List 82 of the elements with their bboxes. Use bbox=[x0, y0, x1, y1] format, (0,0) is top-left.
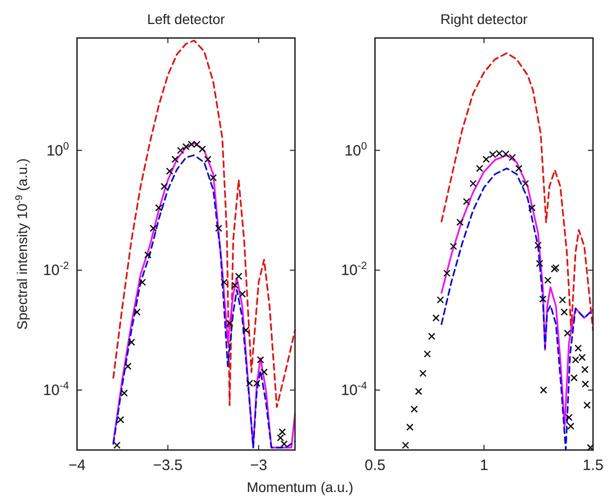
point bbox=[539, 295, 546, 303]
point bbox=[220, 278, 228, 286]
chart-title: Right detector bbox=[440, 11, 528, 27]
point bbox=[574, 344, 582, 352]
point bbox=[581, 366, 589, 374]
point bbox=[528, 204, 536, 212]
point bbox=[462, 198, 470, 206]
x-tick-label: 0.5 bbox=[364, 457, 386, 474]
point bbox=[150, 224, 157, 232]
point bbox=[215, 224, 222, 232]
point bbox=[540, 386, 548, 394]
point bbox=[570, 374, 578, 382]
point bbox=[470, 180, 477, 188]
x-axis-title: Momentum (a.u.) bbox=[246, 479, 354, 495]
point bbox=[432, 314, 440, 322]
point bbox=[476, 164, 484, 172]
point bbox=[226, 320, 234, 327]
point bbox=[120, 390, 128, 397]
point bbox=[582, 380, 589, 388]
point bbox=[564, 330, 572, 337]
y-tick-label: 10$^{-2}$ bbox=[42, 260, 70, 280]
x-tick-label: 1 bbox=[480, 457, 488, 474]
point bbox=[242, 326, 250, 334]
point bbox=[410, 406, 418, 413]
point bbox=[238, 290, 246, 298]
y-tick-label: 10$^{-4}$ bbox=[42, 380, 70, 400]
point bbox=[456, 218, 464, 226]
line-series bbox=[440, 52, 594, 331]
point bbox=[231, 282, 239, 289]
y-tick-label: 10$^{-4}$ bbox=[340, 380, 368, 400]
chart-title: Left detector bbox=[147, 11, 226, 27]
point bbox=[235, 272, 242, 280]
point bbox=[113, 442, 121, 449]
point bbox=[117, 416, 124, 424]
point bbox=[508, 154, 516, 162]
point bbox=[515, 164, 522, 172]
point bbox=[536, 260, 544, 267]
x-tick-label: −4 bbox=[68, 457, 86, 474]
point bbox=[544, 276, 552, 284]
point bbox=[522, 180, 530, 188]
point bbox=[210, 174, 217, 182]
point bbox=[176, 146, 184, 154]
x-tick-label: 1.5 bbox=[582, 457, 604, 474]
point bbox=[276, 434, 284, 442]
point bbox=[133, 308, 141, 316]
point bbox=[443, 270, 451, 277]
point bbox=[128, 338, 136, 346]
point bbox=[260, 368, 268, 376]
point bbox=[172, 156, 179, 163]
point bbox=[567, 422, 574, 430]
point bbox=[402, 442, 410, 449]
point bbox=[586, 444, 594, 452]
line-series bbox=[112, 40, 296, 408]
point bbox=[428, 332, 436, 340]
point bbox=[415, 388, 422, 396]
point bbox=[155, 204, 162, 212]
point bbox=[138, 278, 146, 286]
point bbox=[278, 428, 286, 436]
point bbox=[482, 156, 490, 163]
point bbox=[558, 296, 566, 304]
point bbox=[534, 242, 542, 249]
y-tick-label: 10$^{-2}$ bbox=[340, 260, 368, 280]
x-tick-label: −3.5 bbox=[153, 457, 183, 474]
point bbox=[144, 251, 152, 259]
y-tick-label: 10$^{0}$ bbox=[344, 140, 368, 160]
point bbox=[166, 168, 174, 175]
point bbox=[280, 440, 288, 448]
point bbox=[256, 356, 264, 364]
point bbox=[204, 156, 212, 163]
point bbox=[560, 308, 568, 316]
point bbox=[450, 242, 458, 250]
point bbox=[436, 296, 444, 304]
point bbox=[424, 350, 431, 358]
point bbox=[406, 424, 414, 431]
point bbox=[198, 145, 206, 153]
y-tick-label: 10$^{0}$ bbox=[46, 140, 70, 160]
x-tick-label: −3 bbox=[250, 457, 268, 474]
point bbox=[160, 182, 168, 190]
point bbox=[419, 370, 427, 377]
point bbox=[565, 414, 573, 421]
point bbox=[584, 402, 591, 409]
point bbox=[124, 362, 132, 370]
